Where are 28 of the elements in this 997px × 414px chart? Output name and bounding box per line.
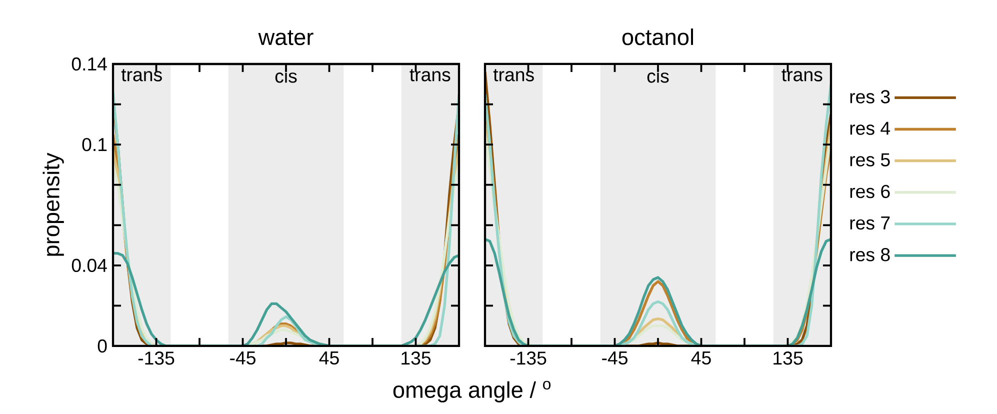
band-label: trans (782, 69, 822, 82)
x-tick-label: -45 (602, 352, 628, 365)
y-tick-label: 0 (98, 339, 107, 353)
legend-label: res 5 (850, 153, 890, 166)
band-label: cis (647, 69, 669, 83)
y-tick-label: 0.04 (72, 258, 107, 272)
legend-label: res 7 (850, 216, 890, 230)
x-axis-title: omega angle / $^{o}$ (393, 380, 551, 402)
x-tick-label: 45 (319, 352, 339, 365)
y-tick-label: 0.14 (72, 57, 107, 71)
x-tick-label: -135 (138, 351, 174, 365)
x-tick-label: -45 (230, 352, 256, 365)
legend-label: res 8 (850, 248, 890, 262)
band-label: trans (121, 69, 162, 82)
x-tick-label: 135 (402, 351, 431, 365)
y-tick-label: 0.1 (82, 138, 107, 152)
x-tick-label: -135 (510, 351, 546, 365)
legend-label: res 6 (850, 184, 890, 198)
chart-title: water (258, 30, 314, 46)
x-tick-label: 45 (691, 352, 711, 365)
y-axis-title: propensity (42, 152, 64, 256)
band-label: trans (410, 69, 450, 82)
x-tick-label: 135 (774, 351, 803, 365)
legend-label: res 4 (850, 122, 890, 135)
band-label: trans (493, 69, 534, 82)
band-label: cis (275, 69, 297, 83)
chart-title: octanol (622, 28, 694, 46)
legend-label: res 3 (850, 90, 890, 104)
